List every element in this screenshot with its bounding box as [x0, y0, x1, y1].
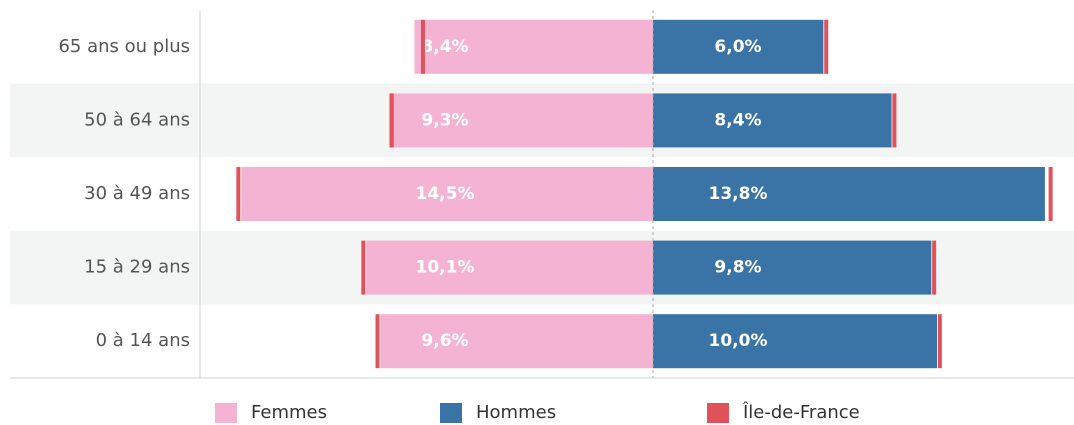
legend-swatch: [215, 403, 237, 423]
value-label: 10,0%: [709, 331, 768, 351]
category-label: 65 ans ou plus: [58, 36, 190, 57]
category-label: 0 à 14 ans: [96, 330, 190, 351]
value-label: 6,0%: [714, 37, 761, 57]
legend-swatch: [707, 403, 729, 423]
value-label: 9,8%: [714, 258, 761, 278]
value-label: 14,5%: [416, 184, 475, 204]
bar: [653, 167, 1045, 221]
bar: [653, 93, 892, 148]
reference-marker: [361, 240, 366, 295]
reference-marker: [420, 19, 425, 74]
value-label: 8,4%: [714, 110, 761, 130]
value-label: 13,8%: [709, 184, 768, 204]
legend-label: Hommes: [476, 402, 556, 423]
reference-marker: [236, 167, 241, 221]
bar: [653, 240, 932, 295]
legend-swatch: [440, 403, 462, 423]
category-label: 50 à 64 ans: [84, 109, 190, 130]
reference-marker: [824, 19, 829, 74]
reference-marker: [932, 240, 937, 295]
value-label: 10,1%: [416, 258, 475, 278]
bar: [653, 19, 824, 74]
bar: [380, 314, 653, 369]
bar: [366, 240, 653, 295]
reference-marker: [937, 314, 942, 369]
reference-marker: [375, 314, 380, 369]
bar: [653, 314, 937, 369]
legend-label: Femmes: [251, 402, 327, 423]
value-label: 8,4%: [421, 37, 468, 57]
legend-label: Île-de-France: [742, 401, 860, 423]
bar: [388, 93, 653, 148]
category-label: 30 à 49 ans: [84, 183, 190, 204]
reference-marker: [1048, 167, 1053, 221]
category-label: 15 à 29 ans: [84, 257, 190, 278]
value-label: 9,6%: [421, 331, 468, 351]
bar: [414, 19, 653, 74]
reference-marker: [892, 93, 897, 148]
bar: [241, 167, 653, 221]
value-label: 9,3%: [421, 110, 468, 130]
reference-marker: [389, 93, 394, 148]
